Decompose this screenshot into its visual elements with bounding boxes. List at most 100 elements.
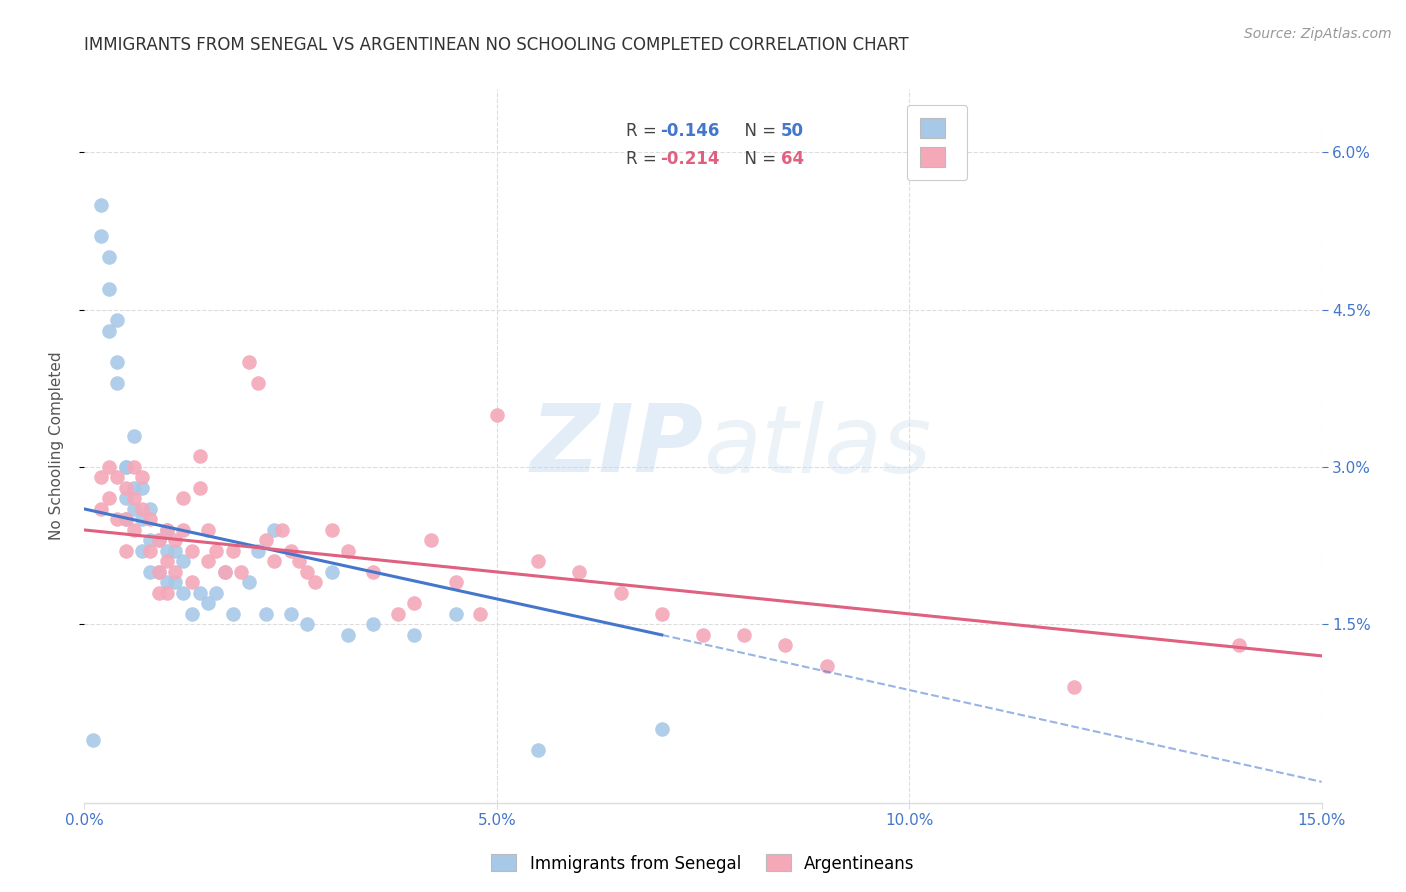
Point [139, 533, 162, 548]
Point [337, 544, 360, 558]
Point [122, 491, 145, 506]
Point [165, 575, 187, 590]
Point [114, 544, 136, 558]
Text: N =: N = [734, 121, 782, 139]
Point [139, 512, 162, 526]
Point [139, 565, 162, 579]
Point [197, 523, 219, 537]
Point [197, 554, 219, 568]
Point [98, 491, 121, 506]
Point [105, 313, 128, 327]
Point [238, 355, 260, 369]
Point [387, 607, 409, 621]
Text: 50: 50 [780, 121, 804, 139]
Point [321, 565, 343, 579]
Point [98, 460, 121, 475]
Point [156, 554, 179, 568]
Point [122, 481, 145, 495]
Point [131, 481, 153, 495]
Point [156, 586, 179, 600]
Point [733, 628, 755, 642]
Point [139, 544, 162, 558]
Point [295, 565, 318, 579]
Text: atlas: atlas [703, 401, 931, 491]
Point [1227, 639, 1250, 653]
Point [263, 523, 285, 537]
Point [609, 586, 631, 600]
Point [238, 575, 260, 590]
Point [148, 565, 170, 579]
Point [148, 565, 170, 579]
Point [188, 450, 211, 464]
Point [229, 565, 252, 579]
Point [165, 544, 187, 558]
Point [337, 628, 360, 642]
Point [295, 617, 318, 632]
Point [214, 565, 236, 579]
Point [254, 533, 277, 548]
Point [131, 502, 153, 516]
Point [288, 554, 311, 568]
Point [404, 596, 426, 610]
Point [114, 460, 136, 475]
Text: ZIP: ZIP [530, 400, 703, 492]
Point [172, 491, 194, 506]
Point [122, 523, 145, 537]
Point [444, 607, 467, 621]
Point [280, 544, 302, 558]
Point [485, 408, 508, 422]
Point [246, 544, 269, 558]
Point [775, 639, 797, 653]
Point [568, 565, 591, 579]
Point [188, 586, 211, 600]
Point [470, 607, 492, 621]
Point [131, 544, 153, 558]
Legend: Immigrants from Senegal, Argentineans: Immigrants from Senegal, Argentineans [485, 847, 921, 880]
Point [131, 470, 153, 484]
Point [114, 491, 136, 506]
Point [105, 376, 128, 390]
Point [90, 197, 112, 211]
Legend: , : , [907, 104, 967, 180]
Text: R =: R = [626, 150, 662, 168]
Point [419, 533, 441, 548]
Point [205, 544, 228, 558]
Point [98, 250, 121, 264]
Point [246, 376, 269, 390]
Point [148, 586, 170, 600]
Point [263, 554, 285, 568]
Point [180, 607, 202, 621]
Point [205, 586, 228, 600]
Point [122, 428, 145, 442]
Point [131, 512, 153, 526]
Point [222, 607, 245, 621]
Point [304, 575, 326, 590]
Point [271, 523, 294, 537]
Point [90, 229, 112, 244]
Point [404, 628, 426, 642]
Point [180, 575, 202, 590]
Point [114, 481, 136, 495]
Point [90, 502, 112, 516]
Point [651, 723, 673, 737]
Point [139, 502, 162, 516]
Point [105, 512, 128, 526]
Point [444, 575, 467, 590]
Point [254, 607, 277, 621]
Point [197, 596, 219, 610]
Point [361, 565, 384, 579]
Point [156, 575, 179, 590]
Point [122, 460, 145, 475]
Point [172, 586, 194, 600]
Point [98, 282, 121, 296]
Point [692, 628, 714, 642]
Point [114, 512, 136, 526]
Point [165, 565, 187, 579]
Text: IMMIGRANTS FROM SENEGAL VS ARGENTINEAN NO SCHOOLING COMPLETED CORRELATION CHART: IMMIGRANTS FROM SENEGAL VS ARGENTINEAN N… [84, 36, 910, 54]
Point [188, 481, 211, 495]
Point [815, 659, 838, 673]
Point [1063, 681, 1085, 695]
Point [156, 523, 179, 537]
Point [114, 512, 136, 526]
Point [172, 523, 194, 537]
